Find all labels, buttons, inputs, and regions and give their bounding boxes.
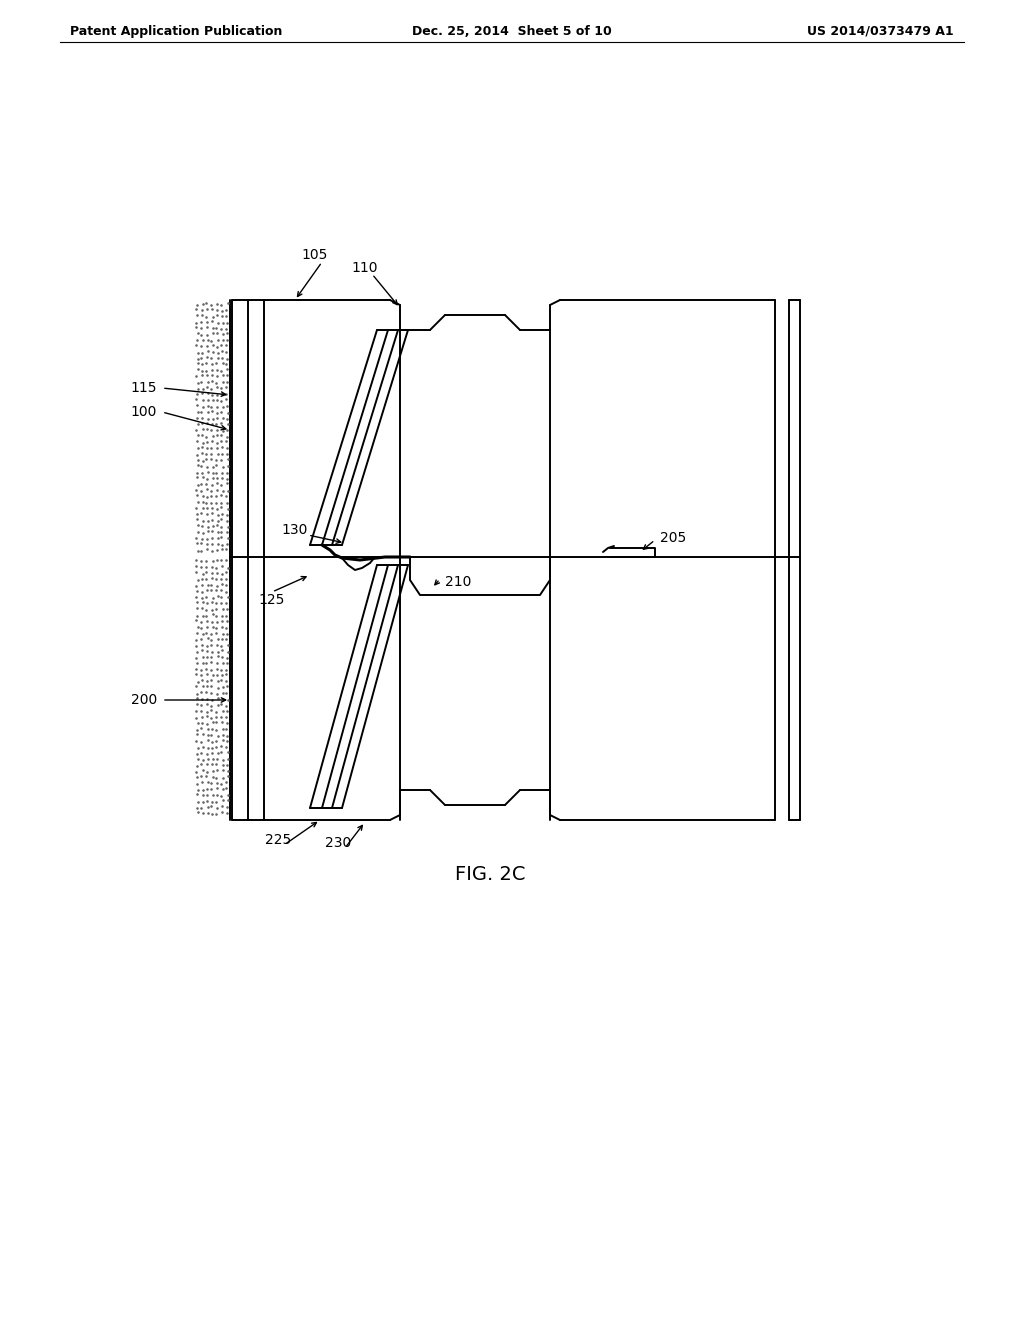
Text: 200: 200 — [131, 693, 157, 708]
Text: 105: 105 — [302, 248, 328, 261]
Text: 130: 130 — [282, 523, 308, 537]
Text: 115: 115 — [130, 381, 157, 395]
Text: FIG. 2C: FIG. 2C — [455, 866, 525, 884]
Text: 205: 205 — [660, 531, 686, 545]
Text: US 2014/0373479 A1: US 2014/0373479 A1 — [807, 25, 954, 38]
Text: Patent Application Publication: Patent Application Publication — [70, 25, 283, 38]
Text: Dec. 25, 2014  Sheet 5 of 10: Dec. 25, 2014 Sheet 5 of 10 — [412, 25, 612, 38]
Text: 230: 230 — [325, 836, 351, 850]
Text: 210: 210 — [445, 576, 471, 589]
Text: 100: 100 — [131, 405, 157, 418]
Text: 225: 225 — [265, 833, 291, 847]
Text: 110: 110 — [352, 261, 378, 275]
Text: 125: 125 — [259, 593, 286, 607]
